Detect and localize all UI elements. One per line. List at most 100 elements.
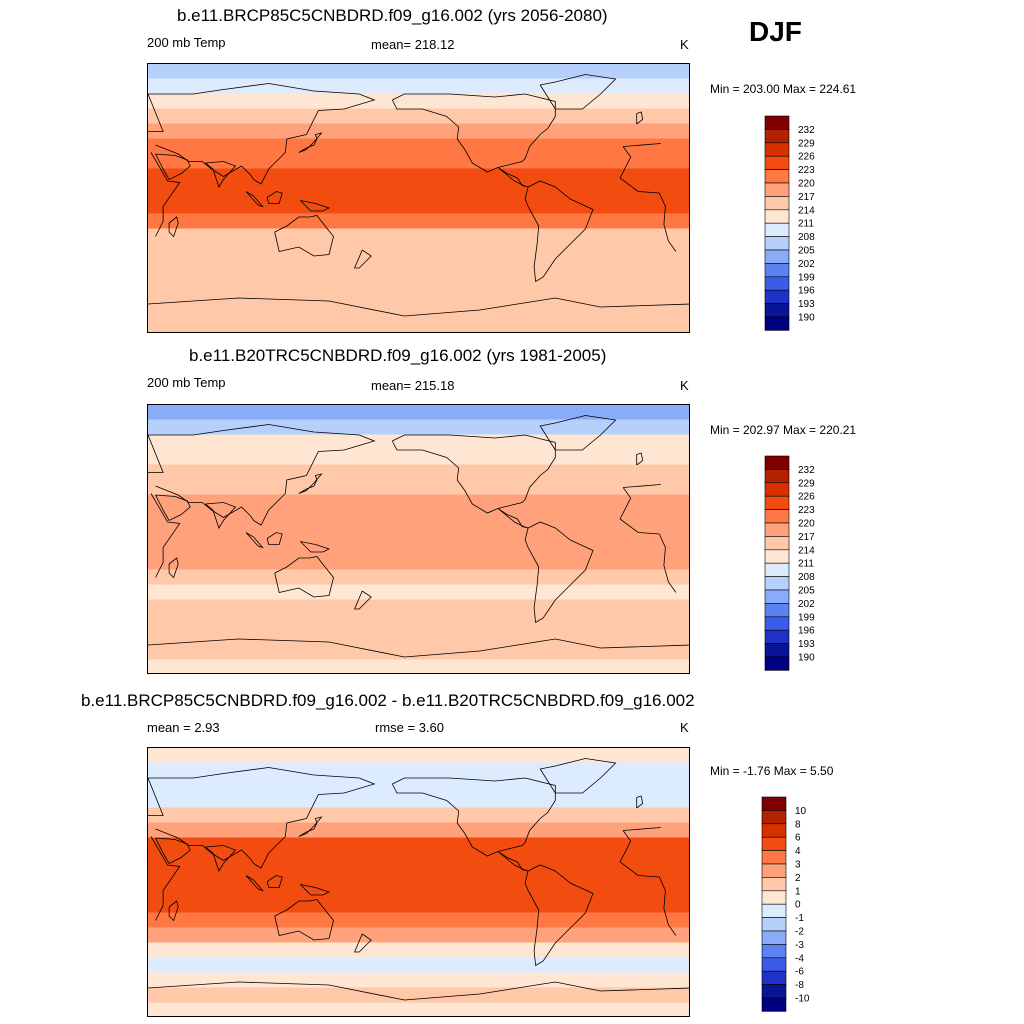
panel3-colorbar-tick-label: -3 — [795, 940, 804, 951]
panel3-colorbar-box — [761, 957, 787, 972]
panel2-coastline — [155, 494, 191, 522]
panel1-units-label: K — [680, 37, 689, 52]
panel2-title: b.e11.B20TRC5CNBDRD.f09_g16.002 (yrs 198… — [189, 346, 607, 365]
panel1-coastline — [539, 74, 617, 110]
panel2-coastline — [150, 484, 677, 593]
panel3-colorbar-box — [761, 903, 787, 918]
panel2-lat-band — [148, 524, 689, 541]
panel2-colorbar-tick-label: 196 — [798, 626, 815, 637]
panel2-lat-band — [148, 584, 689, 601]
panel2-lat-band — [148, 464, 689, 481]
panel1-colorbar: 232 229 226 223 220 217 214 211 208 205 202 199 196 1… — [764, 115, 825, 331]
panel1-colorbar-box — [764, 236, 790, 251]
panel2-colorbar-box — [764, 549, 790, 564]
panel1-lat-band — [148, 243, 689, 260]
panel1-coastline — [300, 200, 331, 212]
panel3-colorbar-tick-label: -6 — [795, 967, 804, 978]
panel1-lat-band — [148, 303, 689, 320]
panel2-colorbar-tick-label: 214 — [798, 545, 815, 556]
panel3-colorbar-box — [761, 850, 787, 865]
panel1-minmax-label: Min = 203.00 Max = 224.61 — [710, 82, 857, 96]
panel2-mean-label: mean= 215.18 — [371, 378, 455, 393]
panel3-lat-band — [148, 912, 689, 929]
panel2-lat-band — [148, 405, 689, 421]
panel3-lat-band — [148, 957, 689, 974]
panel3-coastline — [168, 900, 179, 922]
panel1-colorbar-tick-label: 196 — [798, 286, 815, 297]
panel1-lat-band — [148, 273, 689, 290]
panel3-coastline — [150, 827, 677, 936]
panel2-colorbar-tick-label: 229 — [798, 478, 815, 489]
panel2-coastline — [298, 473, 323, 494]
panel1-colorbar-box — [764, 209, 790, 224]
panel3-lat-band — [148, 927, 689, 944]
panel1-coastline — [168, 216, 179, 238]
panel1-colorbar-box — [764, 115, 790, 130]
panel3-coastline — [274, 899, 334, 941]
panel2-colorbar-box — [764, 562, 790, 577]
panel1-coastline — [298, 132, 323, 153]
panel3-colorbar-box — [761, 863, 787, 878]
panel3-lat-band — [148, 792, 689, 809]
panel2-colorbar-box — [764, 522, 790, 537]
panel1-colorbar-box — [764, 249, 790, 264]
panel3-coastline — [298, 816, 323, 837]
panel1-lat-band — [148, 213, 689, 230]
panel1-coastline — [274, 215, 334, 257]
panel2-colorbar-box — [764, 589, 790, 604]
panel2-coastline — [266, 532, 283, 545]
panel3-lat-band — [148, 777, 689, 794]
panel3-title: b.e11.BRCP85C5CNBDRD.f09_g16.002 - b.e11… — [81, 691, 695, 710]
panel2-colorbar-box — [764, 603, 790, 618]
panel3-coastline — [524, 864, 594, 967]
panel1-colorbar-box — [764, 222, 790, 237]
season-label: DJF — [749, 16, 802, 47]
panel3-coastline — [636, 795, 644, 809]
panel1-lat-band — [148, 228, 689, 245]
panel3-map-svg — [148, 748, 689, 1016]
panel1-colorbar-box — [764, 182, 790, 197]
panel2-colorbar-tick-label: 205 — [798, 586, 815, 597]
panel3-colorbar-tick-label: -1 — [795, 913, 804, 924]
panel2-lat-band — [148, 494, 689, 511]
panel2-coastline — [524, 521, 594, 624]
panel2-colorbar-tick-label: 202 — [798, 599, 815, 610]
panel3-colorbar-box — [761, 997, 787, 1012]
panel1-lat-band — [148, 153, 689, 170]
panel2-colorbar-box — [764, 616, 790, 631]
panel2-colorbar-box — [764, 482, 790, 497]
panel3-colorbar-tick-label: -10 — [795, 994, 810, 1005]
panel1-colorbar-tick-label: 214 — [798, 205, 815, 216]
panel2-coastline — [168, 557, 179, 579]
panel3-lat-band — [148, 972, 689, 989]
panel3-coastline — [205, 845, 237, 872]
panel2-minmax-label: Min = 202.97 Max = 220.21 — [710, 423, 857, 437]
panel2-colorbar-box — [764, 656, 790, 671]
panel3-colorbar-box — [761, 877, 787, 892]
panel3-colorbar-tick-label: -8 — [795, 980, 804, 991]
panel1-coastline — [266, 191, 283, 204]
panel1-lat-band — [148, 123, 689, 140]
panel2-colorbar-box — [764, 629, 790, 644]
panel2-coastline — [300, 541, 331, 553]
panel2-coastline — [245, 532, 264, 549]
panel1-coastline — [150, 143, 677, 252]
panel3-lat-band — [148, 807, 689, 824]
panel2-lat-band — [148, 554, 689, 571]
panel1-colorbar-box — [764, 303, 790, 318]
panel2-coastline — [636, 452, 644, 466]
panel1-coastline — [148, 83, 376, 185]
panel3-lat-band — [148, 882, 689, 899]
panel2-colorbar-tick-label: 223 — [798, 505, 815, 516]
panel3-colorbar: 10 8 6 4 3 2 1 0 -1 -2 -3 -4 -6 -8 -10 — [761, 796, 822, 1012]
panel3-lat-band — [148, 987, 689, 1004]
panel2-lat-band — [148, 614, 689, 631]
panel1-colorbar-tick-label: 223 — [798, 165, 815, 176]
panel3-units-label: K — [680, 720, 689, 735]
panel1-coastline — [636, 111, 644, 125]
panel2-coastline — [148, 424, 376, 526]
panel3-colorbar-box — [761, 984, 787, 999]
panel3-colorbar-tick-label: -4 — [795, 953, 804, 964]
panel3-colorbar-box — [761, 930, 787, 945]
panel2-lat-band — [148, 419, 689, 436]
